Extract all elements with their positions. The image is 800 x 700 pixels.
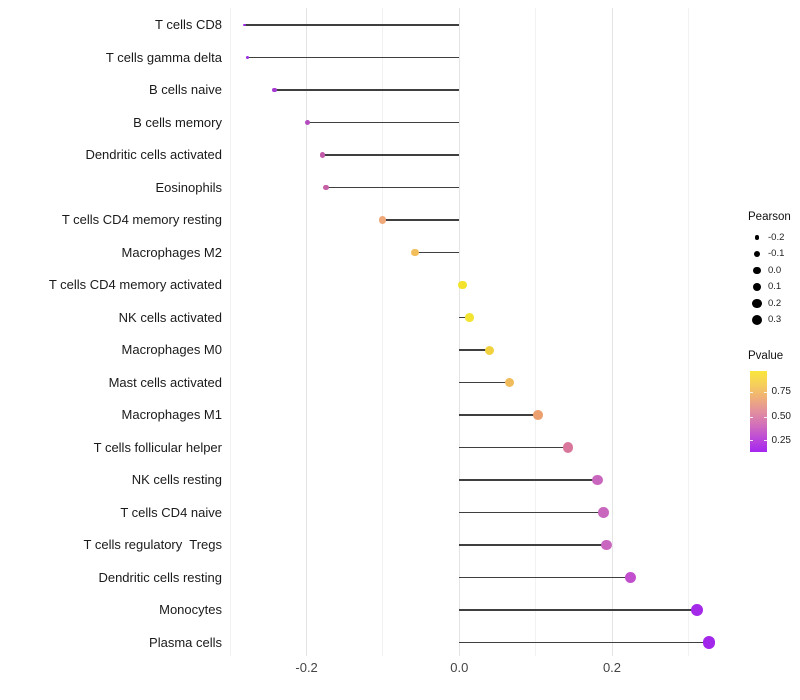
lollipop-stem <box>459 576 631 579</box>
lollipop-stem <box>459 316 470 319</box>
gridline-minor <box>229 8 231 656</box>
legend-size-dot <box>752 282 762 292</box>
lollipop-stem <box>459 381 510 384</box>
lollipop-dot <box>505 377 515 388</box>
lollipop-dot <box>304 119 310 126</box>
gridline-major <box>458 8 460 656</box>
row-label: B cells naive <box>149 82 222 97</box>
lollipop-dot <box>411 248 419 257</box>
legend-size-label: -0.1 <box>768 248 785 259</box>
colorbar-tick-label: 0.25 <box>771 434 791 446</box>
lollipop-dot <box>533 410 543 420</box>
lollipop-dot <box>458 280 467 290</box>
legend-pvalue-title: Pvalue <box>748 350 784 362</box>
row-label: B cells memory <box>133 114 222 130</box>
legend-size-dot <box>751 314 762 325</box>
lollipop-stem <box>459 511 604 514</box>
lollipop-dot <box>598 507 609 518</box>
gridline-minor <box>382 8 384 656</box>
lollipop-stem <box>459 446 568 449</box>
row-label: Dendritic cells resting <box>98 569 222 585</box>
row-label: T cells gamma delta <box>105 49 222 65</box>
lollipop-dot <box>243 23 247 27</box>
legend-size-label: 0.0 <box>768 264 782 276</box>
lollipop-dot <box>702 636 715 649</box>
row-label: Plasma cells <box>149 634 222 650</box>
colorbar-tick <box>764 416 767 418</box>
lollipop-dot <box>379 216 387 224</box>
lollipop-stem <box>459 609 697 611</box>
row-label: Mast cells activated <box>108 374 222 390</box>
lollipop-stem <box>459 349 490 351</box>
colorbar-tick <box>750 440 753 442</box>
lollipop-dot <box>245 55 249 60</box>
lollipop-stem <box>382 219 460 221</box>
lollipop-stem <box>415 251 460 254</box>
lollipop-stem <box>244 24 460 26</box>
lollipop-dot <box>322 184 329 191</box>
legend-size-dot <box>754 251 760 257</box>
colorbar-tick-label: 0.50 <box>771 411 791 423</box>
row-label: Dendritic cells activated <box>85 147 222 162</box>
legend-size-label: 0.3 <box>768 314 782 325</box>
x-tick-label: 0.2 <box>602 660 622 675</box>
legend-pearson-title: Pearson <box>748 211 791 223</box>
lollipop-dot <box>319 152 326 158</box>
row-label: T cells regulatory Tregs <box>83 537 222 552</box>
lollipop-stem <box>459 479 598 481</box>
row-label: Monocytes <box>159 602 222 617</box>
legend-size-label: -0.2 <box>768 231 785 243</box>
lollipop-dot <box>272 87 277 93</box>
lollipop-dot <box>464 313 474 322</box>
colorbar-tick-label: 0.75 <box>771 386 791 398</box>
row-label: NK cells activated <box>118 309 222 325</box>
legend-size-dot <box>753 266 761 275</box>
lollipop-dot <box>592 474 603 486</box>
x-tick-label: 0.0 <box>450 660 469 675</box>
gridline-major <box>306 8 308 656</box>
lollipop-stem <box>247 56 460 59</box>
legend-size-label: 0.1 <box>768 281 782 292</box>
pvalue-colorbar <box>750 371 767 452</box>
lollipop-dot <box>624 571 636 584</box>
lollipop-stem <box>307 121 460 124</box>
lollipop-stem <box>325 186 460 189</box>
colorbar-tick <box>750 391 753 393</box>
lollipop-stem <box>459 641 709 644</box>
gridline-minor <box>535 8 537 656</box>
row-label: Eosinophils <box>155 179 223 195</box>
lollipop-dot <box>690 604 703 616</box>
lollipop-stem <box>322 154 460 156</box>
lollipop-stem <box>274 89 460 91</box>
colorbar-tick <box>764 391 767 393</box>
gridline-major <box>611 8 613 656</box>
legend-size-dot <box>752 298 762 309</box>
row-label: Macrophages M2 <box>121 244 222 260</box>
row-label: T cells CD4 memory activated <box>48 277 222 292</box>
row-label: Macrophages M0 <box>121 342 222 357</box>
legend-pvalue: Pvalue 0.75 0.50 0.25 <box>748 350 800 452</box>
row-label: Macrophages M1 <box>121 407 222 422</box>
lollipop-stem <box>459 544 607 546</box>
row-label: NK cells resting <box>131 472 222 487</box>
colorbar-tick <box>764 440 767 442</box>
row-label: T cells CD4 naive <box>120 504 222 520</box>
legend-size-dot <box>754 235 760 240</box>
lollipop-dot <box>562 442 573 453</box>
row-label: T cells CD8 <box>155 17 222 32</box>
legend-size-label: 0.2 <box>768 297 782 309</box>
x-tick-label: -0.2 <box>295 660 318 675</box>
row-label: T cells follicular helper <box>93 439 222 455</box>
lollipop-dot <box>485 345 495 355</box>
legend-pearson: Pearson -0.2 -0.1 0.0 0.1 0.2 0.3 <box>748 211 800 325</box>
lollipop-stem <box>459 414 538 416</box>
lollipop-dot <box>601 539 613 551</box>
gridline-minor <box>687 8 689 656</box>
row-label: T cells CD4 memory resting <box>61 212 222 227</box>
colorbar-tick <box>750 416 753 418</box>
